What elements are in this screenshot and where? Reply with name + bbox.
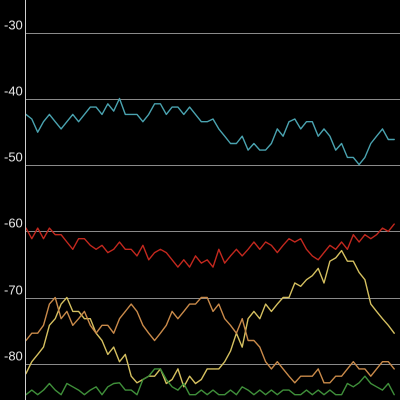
y-tick-label: -40 [4, 84, 23, 99]
grid-layer [26, 33, 400, 365]
y-tick-labels: -30 -40 -50 -60 -70 -80 [4, 18, 23, 364]
y-tick-label: -80 [4, 349, 23, 364]
y-tick-label: -50 [4, 150, 23, 165]
series-line-5 [25, 368, 395, 396]
series-line-2 [25, 223, 395, 268]
y-tick-label: -60 [4, 216, 23, 231]
y-tick-label: -70 [4, 283, 23, 298]
series-line-4 [25, 296, 395, 384]
series-line-3 [25, 249, 395, 388]
series-layer [25, 97, 395, 396]
series-line-1 [25, 97, 395, 166]
y-tick-label: -30 [4, 18, 23, 33]
